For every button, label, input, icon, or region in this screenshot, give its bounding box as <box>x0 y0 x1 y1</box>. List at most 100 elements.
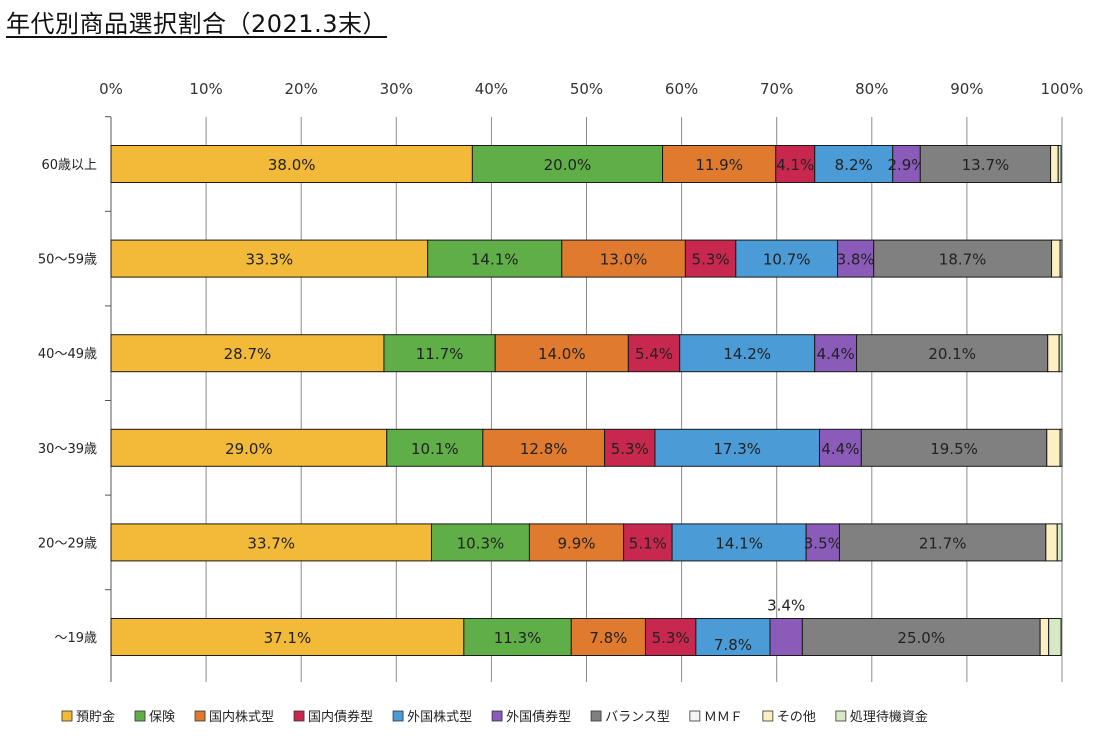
category-label: 30〜39歳 <box>38 442 97 457</box>
bar-segment <box>775 145 816 183</box>
data-label: 5.3% <box>611 440 649 458</box>
bar-segment <box>1058 334 1063 373</box>
bar-segment <box>1057 145 1062 183</box>
data-label: 4.1% <box>776 156 814 174</box>
bar-segment <box>494 334 629 373</box>
bar-segment <box>110 428 388 467</box>
bar-segment <box>838 523 1047 562</box>
bar-segment <box>1059 239 1063 278</box>
bar-segment <box>623 523 673 562</box>
bar-segment <box>383 334 496 373</box>
bar-segment <box>684 239 737 278</box>
bar-segment <box>679 334 816 373</box>
bar-segment <box>805 523 840 562</box>
bars: 38.0% 20.0% 11.9% 4.1% 8.2% 2.9% 13.7% 33.3% 14.… <box>110 145 1063 656</box>
bar-segment <box>892 145 921 183</box>
legend-label: バランス型 <box>605 710 670 725</box>
category-label: 40〜49歳 <box>38 347 97 362</box>
bar-segment <box>110 618 465 656</box>
bar-segment <box>873 239 1053 278</box>
bar-segment <box>1048 618 1062 656</box>
bar-segment <box>1045 523 1058 562</box>
x-tick-label: 100% <box>1041 80 1084 98</box>
bar-segment <box>769 618 803 656</box>
data-label: 8.2% <box>835 156 873 174</box>
x-tick-label: 60% <box>665 80 698 98</box>
x-tick-label: 40% <box>475 80 508 98</box>
data-label: 28.7% <box>224 345 272 363</box>
grid <box>105 116 1063 682</box>
category-label: 20〜29歳 <box>38 536 97 551</box>
bar-segment <box>1051 239 1061 278</box>
legend-swatch <box>689 710 701 722</box>
data-label: 14.1% <box>471 251 519 269</box>
category-label: 〜19歳 <box>54 631 97 646</box>
data-label: 2.9% <box>887 156 925 174</box>
legend-label: 国内債券型 <box>308 709 373 725</box>
x-axis-ticks: 0% 10% 20% 30% 40% 50% 60% 70% 80% 90% 100% <box>99 80 1083 98</box>
data-label: 13.7% <box>962 156 1010 174</box>
data-label: 29.0% <box>225 440 273 458</box>
x-tick-label: 80% <box>855 80 888 98</box>
data-label: 5.3% <box>652 629 690 647</box>
legend-label: その他 <box>777 710 816 725</box>
bar-segment <box>695 618 771 656</box>
data-label: 4.4% <box>821 440 859 458</box>
chart-title: 年代別商品選択割合（2021.3末） <box>6 10 387 38</box>
x-tick-label: 0% <box>99 80 123 98</box>
bar-segment <box>1047 334 1060 373</box>
legend-label: 処理待機資金 <box>850 709 928 725</box>
y-axis-categories: 60歳以上 50〜59歳 40〜49歳 30〜39歳 20〜29歳〜19歳 <box>38 158 97 646</box>
bar-segment <box>110 334 385 373</box>
x-tick-label: 50% <box>570 80 603 98</box>
bar-segment <box>801 618 1041 656</box>
data-label: 5.4% <box>635 345 673 363</box>
data-label: 11.3% <box>494 629 542 647</box>
bar-segment <box>735 239 839 278</box>
bar-segment <box>644 618 697 656</box>
legend-label: 外国株式型 <box>407 710 472 725</box>
legend-label: 外国債券型 <box>506 709 571 725</box>
legend-swatch <box>835 710 847 722</box>
bar-segment <box>386 428 484 467</box>
data-label: 33.7% <box>247 534 295 552</box>
bar-segment <box>110 239 429 278</box>
legend-label: ＭＭＦ <box>704 710 743 725</box>
data-label: 12.8% <box>520 440 568 458</box>
legend-swatch <box>293 710 305 722</box>
data-label: 3.4% <box>767 597 805 615</box>
bar-segment <box>463 618 572 656</box>
bar-segment <box>1039 618 1050 656</box>
legend-label: 預貯金 <box>76 709 115 725</box>
legend-swatch <box>134 710 146 722</box>
bar-segment <box>1050 145 1059 183</box>
data-label: 33.3% <box>246 251 294 269</box>
bar-segment <box>627 334 681 373</box>
data-label: 5.1% <box>629 534 667 552</box>
data-label: 10.3% <box>457 534 505 552</box>
data-label: 17.3% <box>713 440 761 458</box>
bar-segment <box>482 428 606 467</box>
category-label: 50〜59歳 <box>38 253 97 268</box>
bar-segment <box>604 428 656 467</box>
bar-segment <box>814 334 858 373</box>
data-label: 10.7% <box>763 251 811 269</box>
data-label: 10.1% <box>411 440 459 458</box>
legend-label: 国内株式型 <box>209 709 274 725</box>
x-tick-label: 30% <box>380 80 413 98</box>
bar-segment <box>110 523 432 562</box>
bar-segment <box>1046 428 1061 467</box>
data-label: 3.8% <box>837 251 875 269</box>
bar-segment <box>814 145 894 183</box>
legend-swatch <box>762 710 774 722</box>
data-label: 18.7% <box>939 251 987 269</box>
bar-segment <box>837 239 875 278</box>
data-label: 38.0% <box>268 156 316 174</box>
legend: 預貯金 保険 国内株式型 国内債券型 外国株式型 外国債券型 バランス型 ＭＭＦ その他 処理待機… <box>61 709 928 725</box>
bar-segment <box>671 523 807 562</box>
bar-segment <box>818 428 862 467</box>
bar-segment <box>654 428 820 467</box>
data-label: 19.5% <box>930 440 978 458</box>
x-tick-label: 10% <box>189 80 222 98</box>
bar-segment <box>1059 428 1063 467</box>
